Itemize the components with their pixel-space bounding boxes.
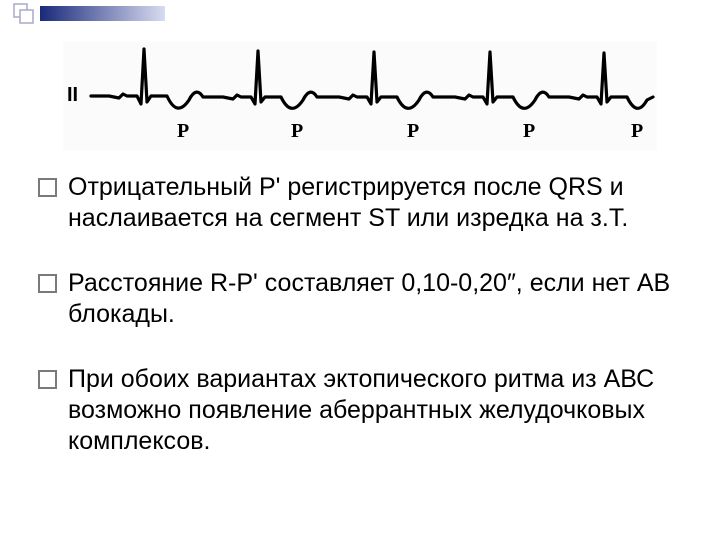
list-item: При обоих вариантах эктопического ритма … (38, 364, 680, 457)
ecg-p-label-1: P (291, 120, 303, 143)
list-item: Отрицательный Р' регистрируется после QR… (38, 172, 680, 234)
ecg-p-label-4: P (631, 120, 643, 143)
ecg-figure: II P P P P P (63, 42, 657, 150)
list-item-text: При обоих вариантах эктопического ритма … (68, 365, 654, 455)
ecg-lead-label: II (67, 84, 78, 107)
bullet-list: Отрицательный Р' регистрируется после QR… (38, 172, 680, 491)
list-item: Расстояние R-P' составляет 0,10-0,20″, е… (38, 268, 680, 330)
slide: II P P P P P Отрицательный Р' регистриру… (0, 0, 720, 540)
ecg-p-label-2: P (407, 120, 419, 143)
ecg-p-label-3: P (523, 120, 535, 143)
list-item-text: Расстояние R-P' составляет 0,10-0,20″, е… (68, 269, 670, 328)
header-decoration (0, 0, 170, 40)
ecg-waveform (63, 42, 657, 150)
list-item-text: Отрицательный Р' регистрируется после QR… (68, 173, 628, 232)
ecg-p-label-0: P (177, 120, 189, 143)
